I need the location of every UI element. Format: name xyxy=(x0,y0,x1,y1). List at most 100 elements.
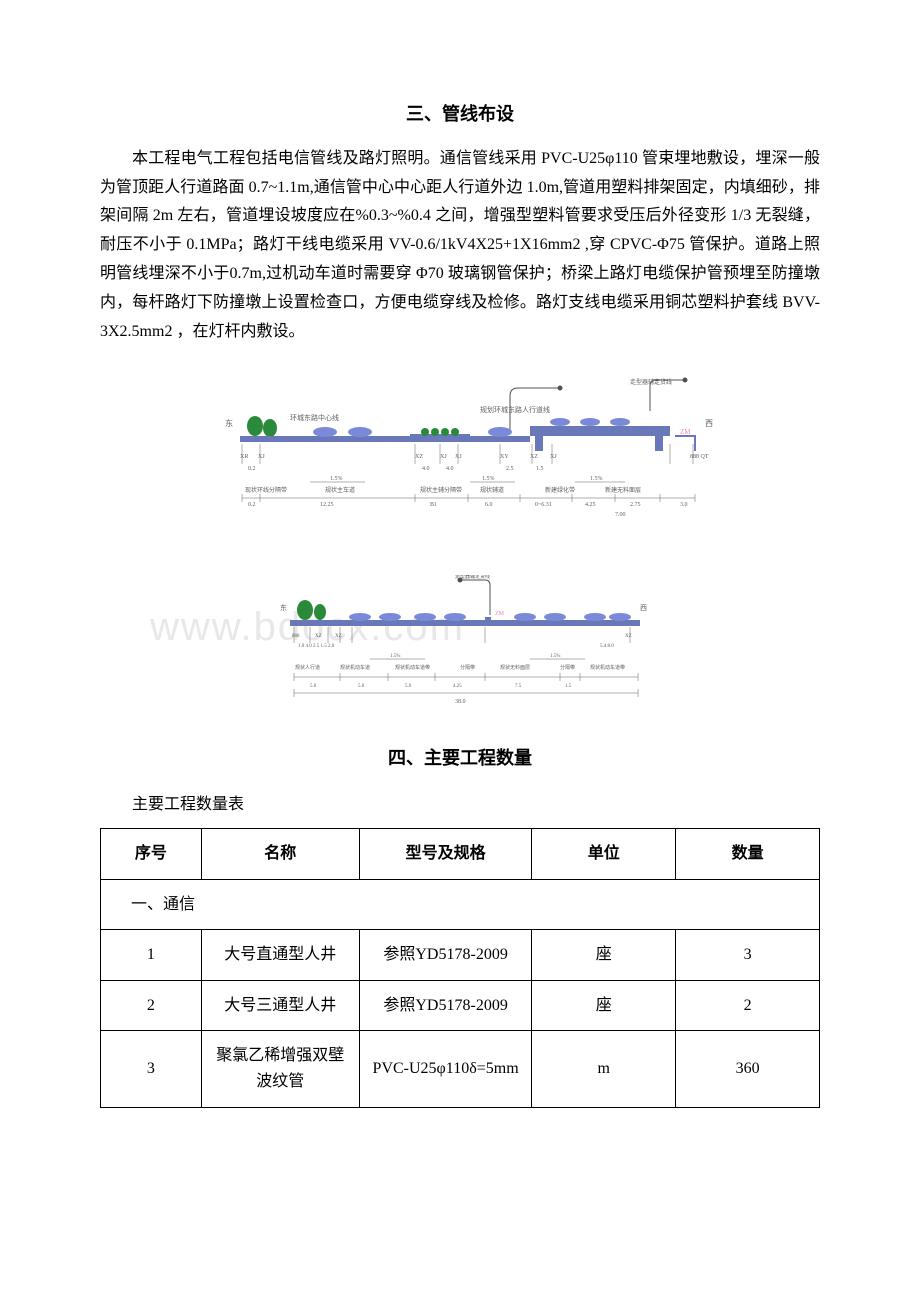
svg-text:新建绿化带: 新建绿化带 xyxy=(545,486,575,494)
cell-spec: 参照YD5178-2009 xyxy=(359,980,532,1031)
svg-text:1.5: 1.5 xyxy=(565,684,572,689)
svg-text:1.5%: 1.5% xyxy=(590,476,603,482)
svg-text:规状机动车道: 规状机动车道 xyxy=(340,664,370,671)
svg-text:XJ: XJ xyxy=(258,454,265,460)
svg-text:XZ: XZ xyxy=(415,454,423,460)
svg-text:现状环线分隔带: 现状环线分隔带 xyxy=(245,486,287,494)
table-row: 2 大号三通型人井 参照YD5178-2009 座 2 xyxy=(101,980,820,1031)
quantity-table: 序号 名称 型号及规格 单位 数量 一、通信 1 大号直通型人井 参照YD517… xyxy=(100,828,820,1108)
svg-text:12.25: 12.25 xyxy=(320,502,334,508)
section-3-title: 三、管线布设 xyxy=(100,100,820,129)
cell-spec: 参照YD5178-2009 xyxy=(359,930,532,981)
svg-text:新建无料面层: 新建无料面层 xyxy=(605,486,641,494)
dir-east: 东 xyxy=(225,418,233,428)
cell-spec: PVC-U25φ110δ=5mm xyxy=(359,1031,532,1107)
svg-text:走型器辅定货线: 走型器辅定货线 xyxy=(455,575,490,580)
dir-west: 西 xyxy=(705,419,713,428)
table-header-row: 序号 名称 型号及规格 单位 数量 xyxy=(101,828,820,879)
svg-text:1.5%: 1.5% xyxy=(330,476,343,482)
svg-text:XZ: XZ xyxy=(530,454,538,460)
svg-text:4.25: 4.25 xyxy=(585,502,596,508)
diagram-2-container: www.bdocx.com 走型器辅定货线 东 西 xyxy=(100,565,820,724)
table-row: 3 聚氯乙稀增强双壁波纹管 PVC-U25φ110δ=5mm m 360 xyxy=(101,1031,820,1107)
svg-text:5.4 8.0: 5.4 8.0 xyxy=(600,644,614,649)
svg-text:6.0: 6.0 xyxy=(485,502,493,508)
cell-unit: 座 xyxy=(532,980,676,1031)
svg-text:2.5: 2.5 xyxy=(506,466,514,472)
svg-text:4.0: 4.0 xyxy=(446,466,454,472)
section-4-title: 四、主要工程数量 xyxy=(100,744,820,773)
svg-text:4.25: 4.25 xyxy=(453,684,462,689)
svg-text:5.0: 5.0 xyxy=(405,684,412,689)
svg-text:1.5: 1.5 xyxy=(536,466,544,472)
svg-text:规状主车道: 规状主车道 xyxy=(325,486,355,494)
cell-name: 大号三通型人井 xyxy=(201,980,359,1031)
svg-text:0.2: 0.2 xyxy=(248,502,256,508)
header-name: 名称 xyxy=(201,828,359,879)
svg-text:7.00: 7.00 xyxy=(615,512,626,518)
svg-text:4.0: 4.0 xyxy=(422,466,430,472)
svg-text:1.5%: 1.5% xyxy=(550,654,560,659)
diagram-1: 东 西 环城东路中心线 规划环城东路人行道线 走型器辅定货线 xyxy=(200,376,720,526)
header-spec: 型号及规格 xyxy=(359,828,532,879)
svg-text:规状辅道: 规状辅道 xyxy=(480,486,504,494)
section-3: 三、管线布设 本工程电气工程包括电信管线及路灯照明。通信管线采用 PVC-U25… xyxy=(100,100,820,346)
svg-text:XZ: XZ xyxy=(315,634,322,639)
cell-qty: 3 xyxy=(676,930,820,981)
svg-text:1.0 4.0 2.5 1.5 2.0: 1.0 4.0 2.5 1.5 2.0 xyxy=(298,644,335,649)
svg-text:XJ: XJ xyxy=(455,454,462,460)
svg-text:2.75: 2.75 xyxy=(630,502,641,508)
cell-seq: 3 xyxy=(101,1031,202,1107)
svg-text:规状主辅分隔带: 规状主辅分隔带 xyxy=(420,486,462,494)
table-caption: 主要工程数量表 xyxy=(100,792,820,818)
cell-unit: 座 xyxy=(532,930,676,981)
cell-unit: m xyxy=(532,1031,676,1107)
cell-qty: 360 xyxy=(676,1031,820,1107)
svg-text:7.5: 7.5 xyxy=(515,684,522,689)
table-section-row: 一、通信 xyxy=(101,879,820,930)
svg-text:0~6.31: 0~6.31 xyxy=(535,502,552,508)
svg-text:XZ: XZ xyxy=(335,634,342,639)
header-unit: 单位 xyxy=(532,828,676,879)
svg-text:规状机动车道带: 规状机动车道带 xyxy=(590,664,625,671)
svg-text:XZ: XZ xyxy=(625,634,632,639)
section-3-paragraph: 本工程电气工程包括电信管线及路灯照明。通信管线采用 PVC-U25φ110 管束… xyxy=(100,145,820,347)
svg-text:0.2: 0.2 xyxy=(248,466,256,472)
svg-text:环城东路中心线: 环城东路中心线 xyxy=(290,413,339,422)
cell-seq: 2 xyxy=(101,980,202,1031)
svg-text:规划环城东路人行道线: 规划环城东路人行道线 xyxy=(480,405,550,414)
svg-text:B1: B1 xyxy=(430,502,437,508)
svg-text:分隔带: 分隔带 xyxy=(560,664,575,671)
svg-text:1.5%: 1.5% xyxy=(390,654,400,659)
svg-text:分隔带: 分隔带 xyxy=(460,664,475,671)
cell-name: 聚氯乙稀增强双壁波纹管 xyxy=(201,1031,359,1107)
section-4: 四、主要工程数量 主要工程数量表 序号 名称 型号及规格 单位 数量 一、通信 … xyxy=(100,744,820,1108)
cell-qty: 2 xyxy=(676,980,820,1031)
svg-text:走型器辅定货线: 走型器辅定货线 xyxy=(630,378,672,386)
svg-text:ZM: ZM xyxy=(680,428,691,436)
svg-text:38.0: 38.0 xyxy=(455,699,466,705)
diagram-1-container: 东 西 环城东路中心线 规划环城东路人行道线 走型器辅定货线 xyxy=(100,366,820,545)
svg-text:XJ: XJ xyxy=(440,454,447,460)
svg-text:规状人行道: 规状人行道 xyxy=(295,664,320,671)
svg-text:5.0: 5.0 xyxy=(358,684,365,689)
diagram-2: 走型器辅定货线 东 西 xyxy=(260,575,660,705)
svg-text:XR: XR xyxy=(240,454,248,460)
cell-seq: 1 xyxy=(101,930,202,981)
svg-text:XJ: XJ xyxy=(550,454,557,460)
section-label: 一、通信 xyxy=(101,879,820,930)
svg-text:规状机动车道带: 规状机动车道带 xyxy=(395,664,430,671)
svg-text:888: 888 xyxy=(292,634,300,639)
header-seq: 序号 xyxy=(101,828,202,879)
svg-text:ZM: ZM xyxy=(495,611,505,617)
svg-text:XY: XY xyxy=(500,454,509,460)
cell-name: 大号直通型人井 xyxy=(201,930,359,981)
svg-text:1.5%: 1.5% xyxy=(482,476,495,482)
svg-text:东: 东 xyxy=(280,603,287,612)
svg-text:规状无料面层: 规状无料面层 xyxy=(500,664,530,671)
svg-text:西: 西 xyxy=(640,604,647,612)
svg-text:3.0: 3.0 xyxy=(680,502,688,508)
header-qty: 数量 xyxy=(676,828,820,879)
diagrams-wrapper: 东 西 环城东路中心线 规划环城东路人行道线 走型器辅定货线 xyxy=(100,366,820,723)
table-row: 1 大号直通型人井 参照YD5178-2009 座 3 xyxy=(101,930,820,981)
